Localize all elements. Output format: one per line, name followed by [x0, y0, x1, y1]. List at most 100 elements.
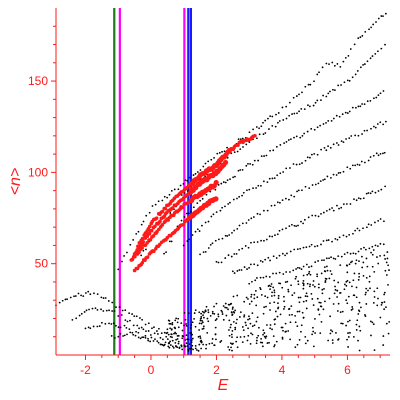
data-point [225, 306, 228, 309]
data-point [304, 295, 307, 297]
data-point [309, 83, 312, 86]
data-point [188, 212, 190, 215]
data-point [191, 234, 194, 236]
data-point [300, 107, 303, 110]
data-point [352, 294, 355, 297]
data-point [347, 332, 349, 334]
data-point [111, 301, 114, 304]
data-point [147, 337, 149, 340]
data-point [384, 43, 386, 46]
data-point [327, 120, 330, 122]
data-point [285, 271, 288, 273]
data-point [185, 323, 188, 325]
data-point [368, 280, 371, 283]
data-point [319, 305, 322, 308]
data-point [270, 204, 273, 207]
data-point [296, 325, 299, 327]
data-point [135, 315, 138, 318]
data-point [355, 106, 357, 109]
data-point [238, 195, 241, 198]
data-point [327, 145, 329, 148]
data-point [264, 295, 267, 298]
data-point [385, 322, 388, 325]
data-point [186, 338, 189, 341]
data-point [257, 326, 260, 329]
data-point [230, 302, 233, 305]
data-point [359, 105, 362, 108]
data-point [206, 317, 209, 320]
data-point [271, 124, 274, 127]
data-point [248, 303, 251, 305]
data-point [297, 283, 300, 286]
data-point [300, 330, 302, 333]
data-point [341, 322, 344, 325]
data-point [273, 289, 276, 292]
data-point [285, 167, 288, 170]
data-point [342, 170, 345, 173]
data-point [185, 342, 188, 345]
data-point [332, 88, 334, 91]
data-point [282, 119, 285, 121]
data-point [268, 235, 271, 238]
data-point [241, 247, 244, 250]
data-point [214, 326, 217, 329]
data-point [175, 345, 178, 348]
data-point [335, 142, 338, 144]
data-point [287, 290, 290, 293]
data-point [196, 202, 199, 205]
data-point [188, 343, 191, 346]
data-point [151, 205, 154, 207]
data-point [224, 306, 227, 309]
data-point [247, 246, 250, 249]
data-point [316, 297, 319, 300]
data-point [357, 105, 360, 108]
data-point [153, 326, 155, 329]
data-point [213, 179, 219, 186]
data-point [117, 315, 120, 317]
data-point [358, 164, 361, 166]
data-point [277, 297, 280, 300]
data-point [339, 264, 342, 267]
data-point [344, 111, 347, 114]
data-point [171, 323, 174, 326]
data-point [307, 83, 310, 86]
data-point [157, 327, 160, 330]
data-point [260, 239, 262, 242]
data-point [376, 245, 379, 248]
data-point [104, 322, 107, 325]
data-point [220, 182, 223, 185]
data-point [337, 84, 340, 87]
data-point [343, 81, 346, 84]
data-point [258, 127, 260, 130]
data-point [345, 264, 348, 267]
data-point [366, 129, 369, 132]
data-point [250, 332, 252, 335]
data-point [132, 239, 135, 241]
data-point [384, 120, 387, 123]
data-point [345, 138, 347, 140]
data-point [222, 159, 229, 166]
data-point [336, 289, 339, 292]
data-point [307, 104, 309, 107]
data-point [215, 318, 218, 320]
data-point [180, 345, 183, 348]
data-point [344, 56, 347, 59]
data-point [304, 185, 307, 188]
data-point [184, 179, 187, 182]
data-point [336, 238, 339, 241]
data-point [272, 272, 274, 275]
data-point [310, 243, 313, 246]
data-point [295, 95, 298, 97]
data-point [209, 243, 212, 246]
data-point [174, 331, 177, 334]
data-point [351, 308, 354, 310]
data-point [235, 252, 238, 255]
data-point [333, 89, 336, 92]
data-point [305, 246, 308, 249]
data-point [253, 241, 256, 244]
data-point [331, 342, 334, 344]
data-point [294, 346, 297, 349]
data-point [346, 279, 349, 282]
x-tick-label: 6 [344, 363, 351, 377]
data-point [357, 134, 360, 137]
